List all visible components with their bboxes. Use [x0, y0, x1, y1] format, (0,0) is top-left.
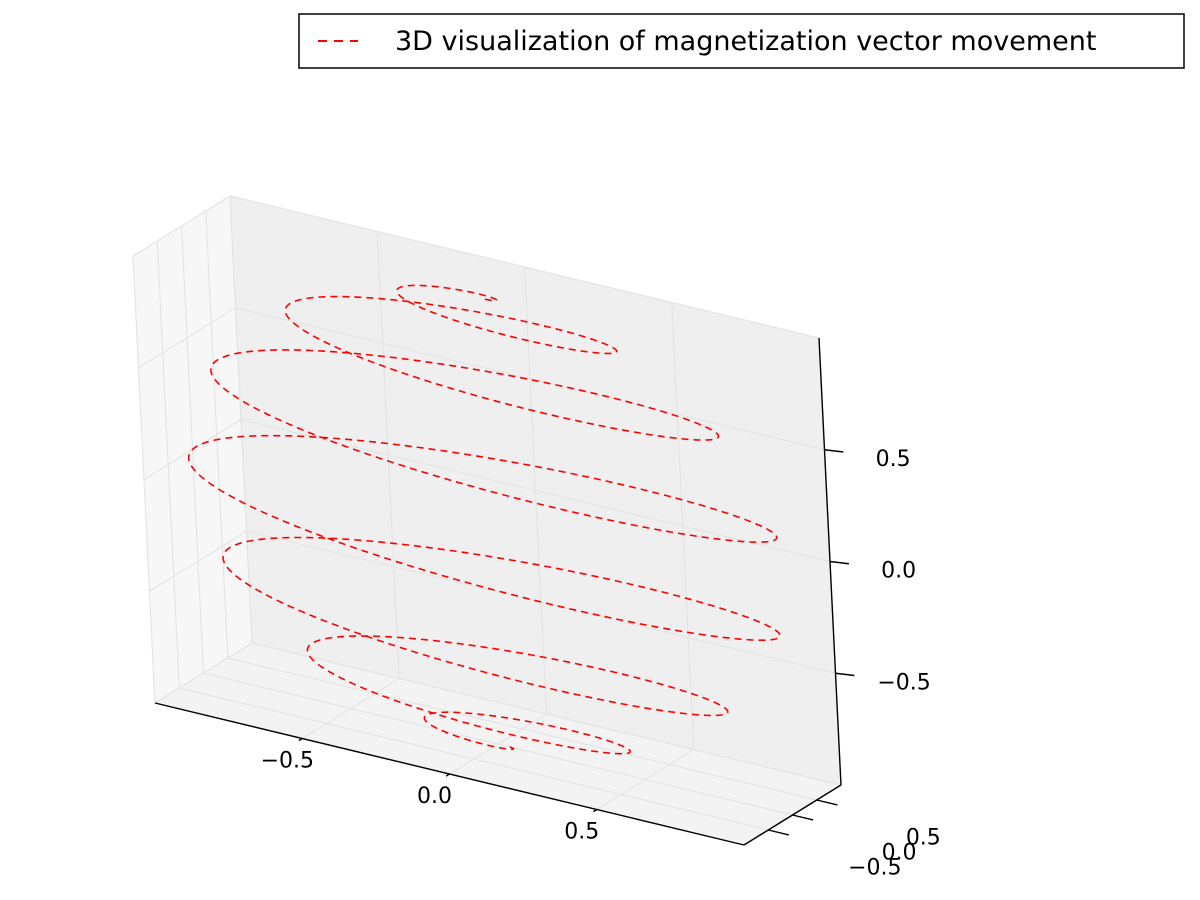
- grid-line-back-z: [240, 418, 831, 563]
- grid-line-floor-y: [203, 672, 793, 816]
- grid-line-back-z: [235, 307, 825, 451]
- z-tick-mark: [824, 449, 844, 453]
- magnetization-spiral-line: [187, 284, 781, 755]
- y-tick-mark: [816, 799, 838, 806]
- grid-line-floor-x: [596, 748, 695, 811]
- x-tick-mark: [592, 808, 598, 813]
- grid-line-left-z: [138, 307, 236, 369]
- axis-ticks: [298, 449, 855, 836]
- data-series-curve: [187, 284, 781, 755]
- x-tick-label-pos: 0.5: [564, 819, 599, 844]
- x-tick-label-zero: 0.0: [417, 784, 452, 809]
- grid-line-back-x: [671, 302, 695, 750]
- x-tick-mark: [445, 773, 450, 777]
- y-tick-label-pos: 0.5: [906, 826, 941, 851]
- grid-line-left-y: [229, 195, 253, 644]
- grid-line-floor-y: [251, 642, 842, 786]
- axis-panes: [133, 196, 841, 845]
- grid-line-back-z: [229, 195, 820, 339]
- x-tick-mark: [298, 737, 303, 742]
- legend: 3D visualization of magnetization vector…: [298, 13, 1185, 69]
- y-tick-mark: [792, 814, 814, 821]
- z-tick-label-zero: 0.0: [881, 559, 916, 584]
- grid-line-floor-y: [227, 657, 817, 801]
- grid-line-left-z: [132, 195, 231, 257]
- z-tick-mark: [835, 672, 855, 677]
- z-tick-label-pos: 0.5: [876, 447, 911, 472]
- z-tick-mark: [829, 560, 849, 565]
- y-tick-mark: [768, 829, 790, 836]
- x-tick-label-neg: −0.5: [261, 748, 314, 773]
- grid-line-left-y: [205, 210, 229, 659]
- y-tick-label-neg: −0.5: [848, 856, 901, 881]
- legend-label: 3D visualization of magnetization vector…: [395, 26, 1096, 57]
- z-tick-label-neg: −0.5: [877, 670, 930, 695]
- y-tick-label-zero: 0.0: [882, 841, 917, 866]
- legend-frame: [298, 13, 1185, 69]
